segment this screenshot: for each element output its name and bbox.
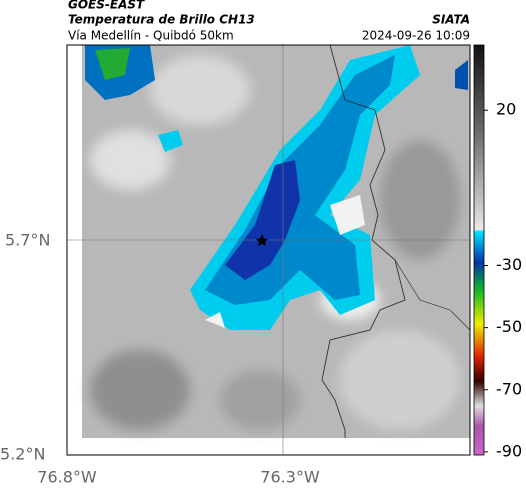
lon-label: 76.8°W <box>37 468 97 487</box>
clear-patch <box>330 195 365 235</box>
map <box>66 44 471 456</box>
clear-patch <box>205 312 225 328</box>
datetime: 2024-09-26 10:09 <box>362 29 470 43</box>
coastline <box>321 44 406 438</box>
org: SIATA <box>432 13 470 27</box>
colorbar-tick-label: -90 <box>496 441 522 460</box>
colorbar-tick-label: -30 <box>496 255 522 274</box>
title: Temperatura de Brillo CH13 <box>68 13 255 27</box>
subtitle: Vía Medellín - Quibdó 50km <box>68 29 234 43</box>
colorbar <box>473 44 485 456</box>
cloud-core <box>95 48 130 80</box>
location-star <box>256 234 268 246</box>
colorbar-tick-label: -70 <box>496 379 522 398</box>
lat-label: 5.2°N <box>0 445 45 464</box>
source: GOES-EAST <box>68 0 145 12</box>
lon-label: 76.3°W <box>260 468 320 487</box>
cloud-core <box>225 160 300 280</box>
lat-label: 5.7°N <box>5 231 50 250</box>
colorbar-tick-label: -50 <box>496 317 522 336</box>
cloud-patch <box>158 130 183 152</box>
colorbar-tick-label: 20 <box>496 100 516 119</box>
border <box>394 259 471 331</box>
cloud-patch <box>455 60 468 90</box>
